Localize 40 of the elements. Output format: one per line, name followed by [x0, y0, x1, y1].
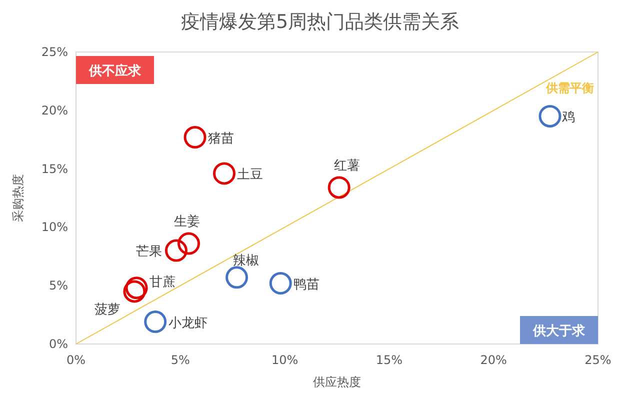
y-tick-label: 20%: [41, 103, 68, 118]
point: [226, 266, 248, 289]
annotation: 鸡: [560, 110, 575, 126]
annotation: 供不应求: [88, 63, 142, 79]
point: [184, 126, 206, 149]
y-tick-label: 25%: [41, 45, 68, 59]
x-tick-label: 10%: [271, 353, 298, 367]
x-tick-label: 20%: [480, 353, 507, 367]
x-tick-label: 15%: [376, 353, 403, 367]
x-tick-label: 25%: [584, 353, 612, 367]
annotation: 供大于求: [532, 323, 586, 339]
annotation: 红薯: [334, 158, 360, 174]
point: [269, 272, 292, 295]
chart-title: 疫情爆发第5周热门品类供需关系: [180, 11, 460, 33]
point: [123, 280, 146, 303]
y-tick-label: 5%: [48, 278, 68, 293]
annotation: 鸭苗: [294, 277, 320, 292]
annotation: 猪苗: [208, 131, 234, 146]
point: [125, 276, 148, 300]
y-tick-label: 10%: [41, 220, 68, 234]
annotation: 小龙虾: [168, 316, 208, 331]
annotation: 甘蔗: [150, 274, 176, 290]
annotation: 菠萝: [94, 302, 120, 318]
y-axis-title: 采购热度: [11, 174, 25, 222]
point: [538, 104, 562, 128]
point: [164, 239, 188, 262]
annotation: 芒果: [136, 244, 162, 260]
y-tick-label: 0%: [48, 337, 68, 351]
x-tick-label: 0%: [66, 353, 86, 367]
point: [178, 232, 200, 255]
annotation: 生姜: [174, 214, 200, 230]
point: [213, 162, 236, 185]
point: [144, 310, 167, 334]
y-tick-label: 15%: [41, 162, 68, 176]
annotation: 土豆: [237, 167, 264, 182]
x-tick-label: 5%: [170, 353, 190, 367]
series-label: 供需平衡: [545, 81, 594, 95]
annotation: 辣椒: [232, 253, 259, 268]
x-axis-title: 供应热度: [313, 375, 361, 389]
point: [328, 176, 350, 199]
